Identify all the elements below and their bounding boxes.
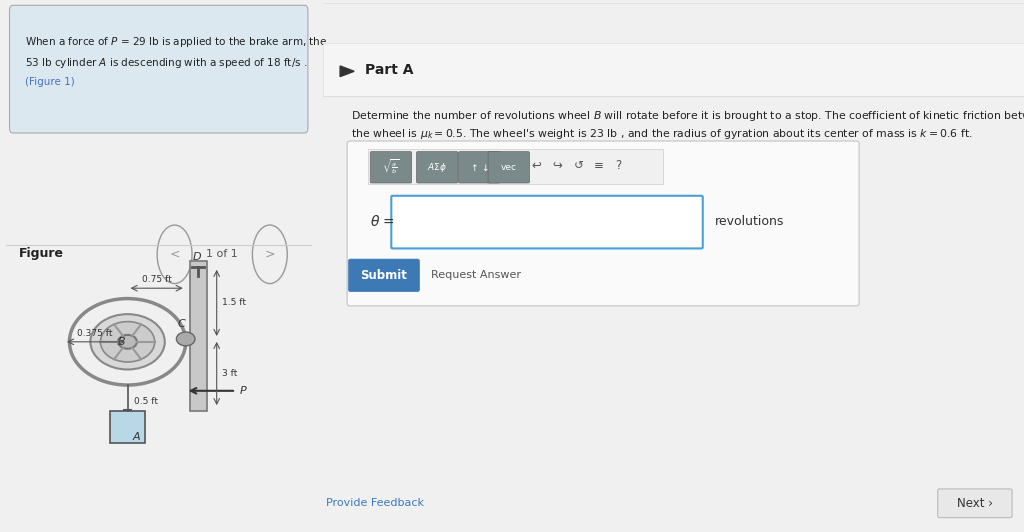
Circle shape xyxy=(119,335,137,349)
Text: revolutions: revolutions xyxy=(716,215,784,228)
Circle shape xyxy=(100,322,155,362)
Bar xyxy=(369,149,663,184)
Text: 1 of 1: 1 of 1 xyxy=(206,250,239,259)
FancyBboxPatch shape xyxy=(417,152,458,183)
Text: Part A: Part A xyxy=(365,63,413,77)
Text: 53 lb cylinder $A$ is descending with a speed of 18 ft/s .: 53 lb cylinder $A$ is descending with a … xyxy=(26,56,308,70)
Text: 0.5 ft: 0.5 ft xyxy=(134,396,158,405)
Text: C: C xyxy=(178,319,185,329)
Text: A: A xyxy=(132,432,140,442)
Bar xyxy=(111,411,145,443)
Text: When a force of $P$ = 29 lb is applied to the brake arm, the: When a force of $P$ = 29 lb is applied t… xyxy=(26,35,328,48)
Text: vec: vec xyxy=(501,163,517,172)
Bar xyxy=(323,43,1024,96)
Text: ≡: ≡ xyxy=(593,160,603,172)
FancyBboxPatch shape xyxy=(488,152,529,183)
Text: the wheel is $\mu_k = 0.5$. The wheel's weight is 23 lb , and the radius of gyra: the wheel is $\mu_k = 0.5$. The wheel's … xyxy=(350,127,973,140)
FancyBboxPatch shape xyxy=(371,152,412,183)
Text: D: D xyxy=(193,252,201,262)
Text: P: P xyxy=(240,386,247,396)
Text: 0.75 ft: 0.75 ft xyxy=(141,275,171,284)
FancyBboxPatch shape xyxy=(938,489,1012,518)
FancyBboxPatch shape xyxy=(347,141,859,306)
Text: $\uparrow\downarrow$: $\uparrow\downarrow$ xyxy=(469,162,489,173)
Text: 1.5 ft: 1.5 ft xyxy=(222,298,246,307)
FancyBboxPatch shape xyxy=(391,196,702,248)
Bar xyxy=(189,261,207,411)
Polygon shape xyxy=(340,66,354,77)
Text: Next ›: Next › xyxy=(956,497,993,510)
Text: B: B xyxy=(118,337,125,347)
Text: >: > xyxy=(264,248,275,261)
Text: ↪: ↪ xyxy=(553,160,562,172)
Circle shape xyxy=(176,332,195,346)
FancyBboxPatch shape xyxy=(348,259,420,292)
Text: ?: ? xyxy=(615,160,622,172)
FancyBboxPatch shape xyxy=(9,5,308,133)
Text: Request Answer: Request Answer xyxy=(431,270,521,280)
Text: 3 ft: 3 ft xyxy=(222,369,238,378)
Text: Determine the number of revolutions wheel $B$ will rotate before it is brought t: Determine the number of revolutions whee… xyxy=(350,109,1024,123)
Text: 0.375 ft: 0.375 ft xyxy=(77,329,113,338)
Circle shape xyxy=(90,314,165,369)
Text: $A\Sigma\phi$: $A\Sigma\phi$ xyxy=(427,161,447,174)
Text: ↩: ↩ xyxy=(531,160,542,172)
Text: Figure: Figure xyxy=(19,247,65,260)
Text: $\theta$ =: $\theta$ = xyxy=(371,214,395,229)
Text: Provide Feedback: Provide Feedback xyxy=(326,498,424,508)
Text: Submit: Submit xyxy=(360,269,408,282)
Text: (Figure 1): (Figure 1) xyxy=(26,77,75,87)
Text: $\sqrt{\frac{a}{b}}$: $\sqrt{\frac{a}{b}}$ xyxy=(382,158,399,177)
Text: <: < xyxy=(169,248,180,261)
FancyBboxPatch shape xyxy=(459,152,500,183)
Text: ↺: ↺ xyxy=(573,160,584,172)
